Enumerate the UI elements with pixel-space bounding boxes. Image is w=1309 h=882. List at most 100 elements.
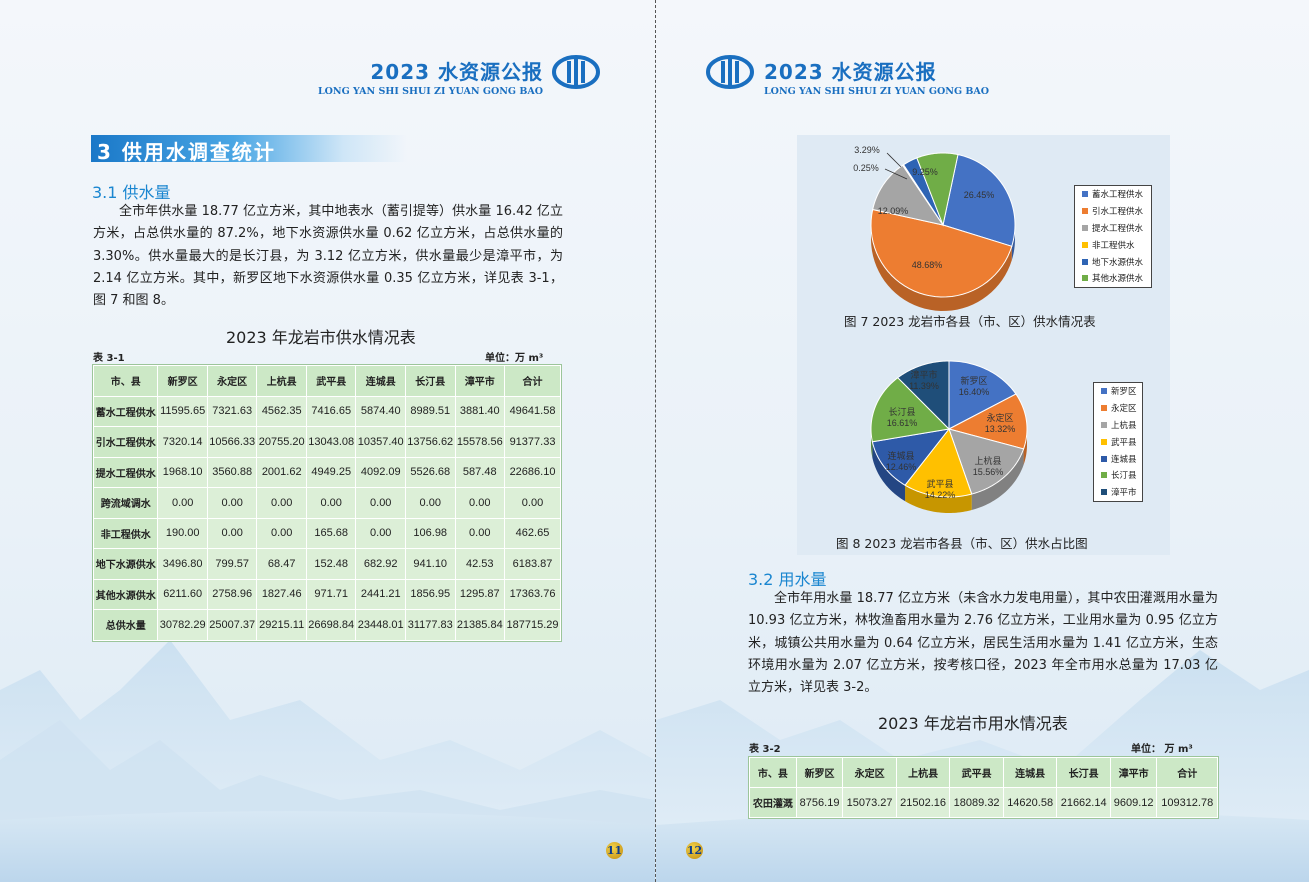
table-cell: 0.00 xyxy=(454,487,506,519)
table-cell: 6183.87 xyxy=(504,548,561,580)
table-cell: 1856.95 xyxy=(404,578,456,610)
table-header-cell: 永定区 xyxy=(206,365,258,397)
table-cell: 462.65 xyxy=(504,517,561,549)
table-cell: 29215.11 xyxy=(256,609,307,641)
legend-swatch xyxy=(1081,240,1089,249)
table-cell: 187715.29 xyxy=(504,609,561,641)
legend-item: 引水工程供水 xyxy=(1075,203,1151,220)
legend-item: 上杭县 xyxy=(1094,417,1142,434)
pie-slice-side xyxy=(871,427,873,458)
table-cell: 30782.29 xyxy=(157,609,208,641)
row-header-cell: 总供水量 xyxy=(92,609,159,641)
table-cell: 21502.16 xyxy=(895,787,951,818)
table-cell: 4092.09 xyxy=(355,456,406,488)
table-cell: 2001.62 xyxy=(256,456,307,488)
pie-slice xyxy=(870,208,1013,298)
data-label: 0.25% xyxy=(853,163,879,173)
table-header-cell: 上杭县 xyxy=(895,757,951,788)
data-label: 3.29% xyxy=(854,145,880,155)
right-header: 2023 水资源公报 LONG YAN SHI SHUI ZI YUAN GON… xyxy=(764,56,989,97)
pie-slice xyxy=(870,377,951,443)
legend-label: 提水工程供水 xyxy=(1092,223,1144,234)
pie-slice xyxy=(872,164,945,226)
supply-table: 市、县 新罗区 永定区 上杭县 武平县 连城县 长汀县 漳平市 合计 蓄水工程供水 11595.6… xyxy=(92,364,562,642)
right-page: 2023 水资源公报 LONG YAN SHI SHUI ZI YUAN GON… xyxy=(656,0,1309,882)
legend-item: 地下水源供水 xyxy=(1075,253,1151,270)
table-3-1-unit: 单位：万 m³ xyxy=(485,353,544,364)
table-row: 引水工程供水 7320.14 10566.33 20755.20 13043.08 103… xyxy=(92,426,561,458)
data-label: 新罗区 16.40% xyxy=(959,375,990,397)
table-cell: 22686.10 xyxy=(504,456,561,488)
table-header-cell: 漳平市 xyxy=(1109,757,1158,788)
left-page: 2023 水资源公报 LONG YAN SHI SHUI ZI YUAN GON… xyxy=(91,55,623,859)
table-cell: 0.00 xyxy=(206,487,258,519)
legend-label: 漳平市 xyxy=(1111,488,1137,499)
table-header-cell: 武平县 xyxy=(305,365,357,397)
table-cell: 10357.40 xyxy=(355,426,406,458)
table-header-row: 市、县 新罗区 永定区 上杭县 武平县 连城县 长汀县 漳平市 合计 xyxy=(92,365,561,397)
table-row: 地下水源供水 3496.80 799.57 68.47 152.48 682.92 941.… xyxy=(92,548,561,580)
water-logo-icon xyxy=(706,55,754,89)
legend-item: 长汀县 xyxy=(1094,467,1142,484)
section-title: 3 供用水调查统计 xyxy=(97,140,276,164)
data-label: 武平县 14.22% xyxy=(925,478,956,500)
pie-slice xyxy=(947,393,1028,450)
header-title: 2023 水资源公报 xyxy=(764,60,937,84)
table-cell: 18089.32 xyxy=(949,787,1004,818)
table-cell: 1968.10 xyxy=(157,456,208,488)
pie-slice-side xyxy=(905,485,972,513)
data-label: 长汀县 16.61% xyxy=(887,406,918,428)
table-header-row: 市、县 新罗区 永定区 上杭县 武平县 连城县 长汀县 漳平市 合计 xyxy=(749,757,1218,788)
leader-line xyxy=(886,152,902,168)
row-header-cell: 其他水源供水 xyxy=(92,578,159,610)
table-cell: 7416.65 xyxy=(305,395,357,427)
table-cell: 0.00 xyxy=(256,517,307,549)
table-header-cell: 永定区 xyxy=(842,757,897,788)
legend-label: 蓄水工程供水 xyxy=(1092,190,1144,201)
pie-slice xyxy=(916,152,959,227)
table-header-cell: 漳平市 xyxy=(454,365,506,397)
table-cell: 31177.83 xyxy=(404,609,456,641)
row-header-cell: 蓄水工程供水 xyxy=(92,395,159,427)
table-cell: 17363.76 xyxy=(504,578,561,610)
legend-item: 漳平市 xyxy=(1094,484,1142,501)
table-row: 蓄水工程供水 11595.65 7321.63 4562.35 7416.65 5874.… xyxy=(92,395,561,427)
table-cell: 9609.12 xyxy=(1109,787,1158,818)
legend-swatch xyxy=(1100,420,1108,429)
pie-slice-side xyxy=(1011,225,1015,261)
table-cell: 2441.21 xyxy=(355,578,406,610)
legend-item: 蓄水工程供水 xyxy=(1075,186,1151,203)
table-header-cell: 合计 xyxy=(504,365,561,397)
legend-swatch xyxy=(1100,471,1108,480)
water-logo-icon xyxy=(552,55,600,89)
legend-label: 引水工程供水 xyxy=(1092,207,1144,218)
table-3-2-title: 2023 年龙岩市用水情况表 xyxy=(878,714,1068,733)
table-cell: 26698.84 xyxy=(305,609,357,641)
table-cell: 4949.25 xyxy=(305,456,357,488)
data-label: 连城县 12.46% xyxy=(886,450,917,472)
supply-paragraph: 全市年供水量 18.77 亿立方米，其中地表水（蓄引提等）供水量 16.42 亿… xyxy=(93,204,563,309)
legend-item: 永定区 xyxy=(1094,400,1142,417)
legend-label: 长汀县 xyxy=(1111,471,1137,482)
table-cell: 0.00 xyxy=(305,487,357,519)
table-cell: 8989.51 xyxy=(404,395,456,427)
legend-item: 非工程供水 xyxy=(1075,236,1151,253)
table-cell: 3881.40 xyxy=(454,395,506,427)
table-header-cell: 上杭县 xyxy=(256,365,307,397)
legend-swatch xyxy=(1100,387,1108,396)
table-cell: 15073.27 xyxy=(842,787,897,818)
data-label: 永定区 13.32% xyxy=(985,412,1016,434)
header-subtitle: LONG YAN SHI SHUI ZI YUAN GONG BAO xyxy=(764,86,990,97)
table-cell: 23448.01 xyxy=(355,609,406,641)
pie-slice-side xyxy=(1023,427,1027,465)
table-header-cell: 市、县 xyxy=(92,365,159,397)
table-cell: 1827.46 xyxy=(256,578,307,610)
table-header-cell: 市、县 xyxy=(749,757,797,788)
table-cell: 0.00 xyxy=(355,517,406,549)
table-cell: 49641.58 xyxy=(504,395,561,427)
legend-label: 上杭县 xyxy=(1111,420,1137,431)
table-cell: 4562.35 xyxy=(256,395,307,427)
data-label: 9.25% xyxy=(912,167,938,177)
table-header-cell: 连城县 xyxy=(1002,757,1058,788)
pie-chart-supply-type: 26.45% 48.68% 12.09% 0.25% 3.29% 9.25% xyxy=(853,145,1016,311)
